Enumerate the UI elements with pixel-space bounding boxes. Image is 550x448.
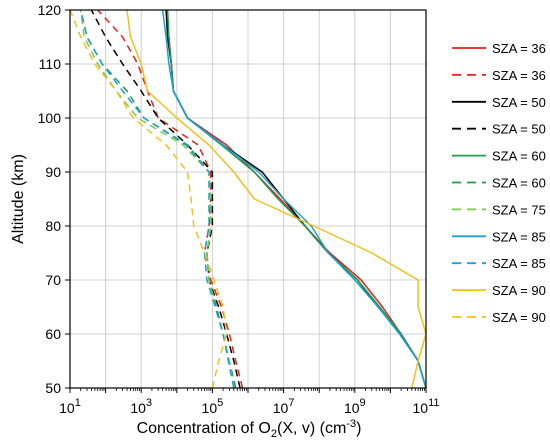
series-line-5 [166, 9, 427, 389]
legend-label: SZA = 36 [492, 68, 546, 83]
legend-label: SZA = 90 [492, 283, 546, 298]
x-tick-labels: 101 103 105 107 109 1011 [59, 397, 439, 416]
series-line-9 [79, 9, 235, 389]
x-tick-base: 10 [202, 400, 218, 416]
x-tick-label: 1011 [413, 397, 440, 416]
y-tick-label: 70 [45, 272, 61, 288]
axis-ticks [65, 9, 427, 393]
y-tick-label: 90 [45, 164, 61, 180]
x-tick-label: 107 [273, 397, 295, 416]
grid [69, 9, 427, 389]
legend-label: SZA = 85 [492, 256, 546, 271]
x-tick-label: 109 [344, 397, 366, 416]
legend-label: SZA = 36 [492, 41, 546, 56]
x-axis-title-main: Concentration of O [137, 420, 271, 437]
x-axis-title-sub: 2 [271, 428, 277, 440]
y-tick-label: 110 [39, 56, 62, 72]
series-line-3 [165, 9, 427, 389]
legend-label: SZA = 75 [492, 202, 546, 217]
x-tick-label: 105 [202, 397, 224, 416]
series-line-1 [165, 9, 427, 389]
legend-label: SZA = 50 [492, 122, 546, 137]
x-tick-base: 10 [273, 400, 289, 416]
series-line-4 [90, 9, 241, 389]
legend: SZA = 36 SZA = 36 SZA = 50 SZA = 50 SZA = 60… [452, 41, 546, 325]
x-tick-exponent: 11 [428, 397, 439, 409]
series-line-11 [69, 9, 228, 389]
series-line-8 [161, 9, 427, 389]
x-axis-title-mid: (X, v) (cm [277, 420, 346, 437]
x-tick-base: 10 [344, 400, 360, 416]
y-tick-labels: 50 60 70 80 90 100 110 120 [38, 2, 62, 396]
y-tick-label: 100 [38, 110, 62, 126]
x-axis-title: Concentration of O2(X, v) (cm-3) [137, 418, 362, 440]
legend-label: SZA = 50 [492, 95, 546, 110]
x-tick-exponent: 7 [288, 397, 294, 409]
x-tick-exponent: 3 [146, 397, 152, 409]
x-tick-base: 10 [59, 400, 75, 416]
y-tick-label: 120 [38, 2, 62, 18]
series-line-7 [79, 9, 235, 389]
x-tick-base: 10 [413, 400, 429, 416]
x-axis-title-end: ) [356, 420, 361, 437]
y-tick-label: 50 [45, 380, 61, 396]
x-tick-label: 101 [59, 397, 81, 416]
legend-label: SZA = 60 [492, 149, 546, 164]
x-tick-label: 103 [130, 397, 152, 416]
legend-label: SZA = 60 [492, 176, 546, 191]
x-tick-base: 10 [130, 400, 146, 416]
x-tick-exponent: 1 [75, 397, 81, 409]
y-axis-title: Altitude (km) [10, 154, 27, 244]
y-tick-label: 60 [45, 326, 61, 342]
x-tick-exponent: 5 [217, 397, 223, 409]
x-tick-exponent: 9 [360, 397, 366, 409]
legend-label: SZA = 90 [492, 310, 546, 325]
y-tick-label: 80 [45, 218, 61, 234]
x-axis-title-sup: -3 [346, 418, 356, 430]
series-line-10 [126, 9, 427, 389]
legend-label: SZA = 85 [492, 229, 546, 244]
series-layer [69, 9, 427, 389]
